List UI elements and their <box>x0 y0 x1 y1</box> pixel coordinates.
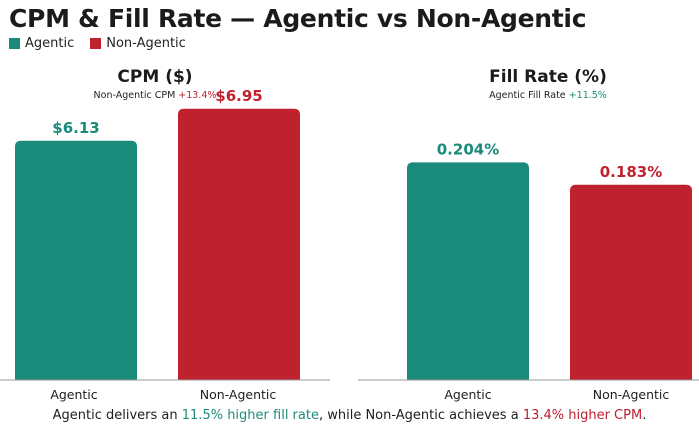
legend: Agentic Non-Agentic <box>9 36 186 51</box>
chart-main-title: CPM & Fill Rate — Agentic vs Non-Agentic <box>9 4 587 33</box>
value-label-cpm-agentic: $6.13 <box>52 119 99 137</box>
panel-subtitle-cpm: Non-Agentic CPM +13.4% <box>94 90 217 101</box>
legend-label-agentic: Agentic <box>25 36 75 51</box>
bar-fill-rate-agentic <box>407 162 529 380</box>
panel-title-cpm: CPM ($) <box>117 67 192 87</box>
panel-subtitle-fill-rate: Agentic Fill Rate +11.5% <box>489 90 607 101</box>
footer-text-pre: Agentic delivers an <box>52 408 182 423</box>
category-label-cpm-agentic: Agentic <box>50 387 97 402</box>
panel-title-fill-rate: Fill Rate (%) <box>489 67 607 87</box>
footer-highlight-fill-rate: 11.5% higher fill rate <box>181 408 319 423</box>
footer-text-mid: , while Non-Agentic achieves a <box>318 408 523 423</box>
bar-fill-rate-non-agentic <box>570 184 692 380</box>
panel-subtitle-text-cpm: Non-Agentic CPM <box>94 90 179 101</box>
panel-subtitle-text-fill-rate: Agentic Fill Rate <box>489 90 569 101</box>
category-label-cpm-non-agentic: Non-Agentic <box>200 387 277 402</box>
legend-item-non-agentic: Non-Agentic <box>90 36 186 51</box>
footer-caption: Agentic delivers an 11.5% higher fill ra… <box>0 408 699 423</box>
category-label-fill-rate-non-agentic: Non-Agentic <box>593 387 670 402</box>
bar-cpm-non-agentic <box>178 108 300 380</box>
legend-swatch-agentic <box>9 38 20 49</box>
legend-item-agentic: Agentic <box>9 36 74 51</box>
footer-highlight-cpm: 13.4% higher CPM <box>522 408 643 423</box>
legend-label-non-agentic: Non-Agentic <box>106 36 186 51</box>
bar-cpm-agentic <box>15 140 137 380</box>
value-label-fill-rate-agentic: 0.204% <box>437 140 499 158</box>
category-label-fill-rate-agentic: Agentic <box>444 387 491 402</box>
value-label-cpm-non-agentic: $6.95 <box>215 87 262 105</box>
legend-swatch-non-agentic <box>90 38 102 49</box>
footer-text-post: . <box>642 408 647 423</box>
panel-subtitle-uplift-fill-rate: +11.5% <box>569 90 607 101</box>
value-label-fill-rate-non-agentic: 0.183% <box>600 163 662 181</box>
panel-subtitle-uplift-cpm: +13.4% <box>178 90 216 101</box>
